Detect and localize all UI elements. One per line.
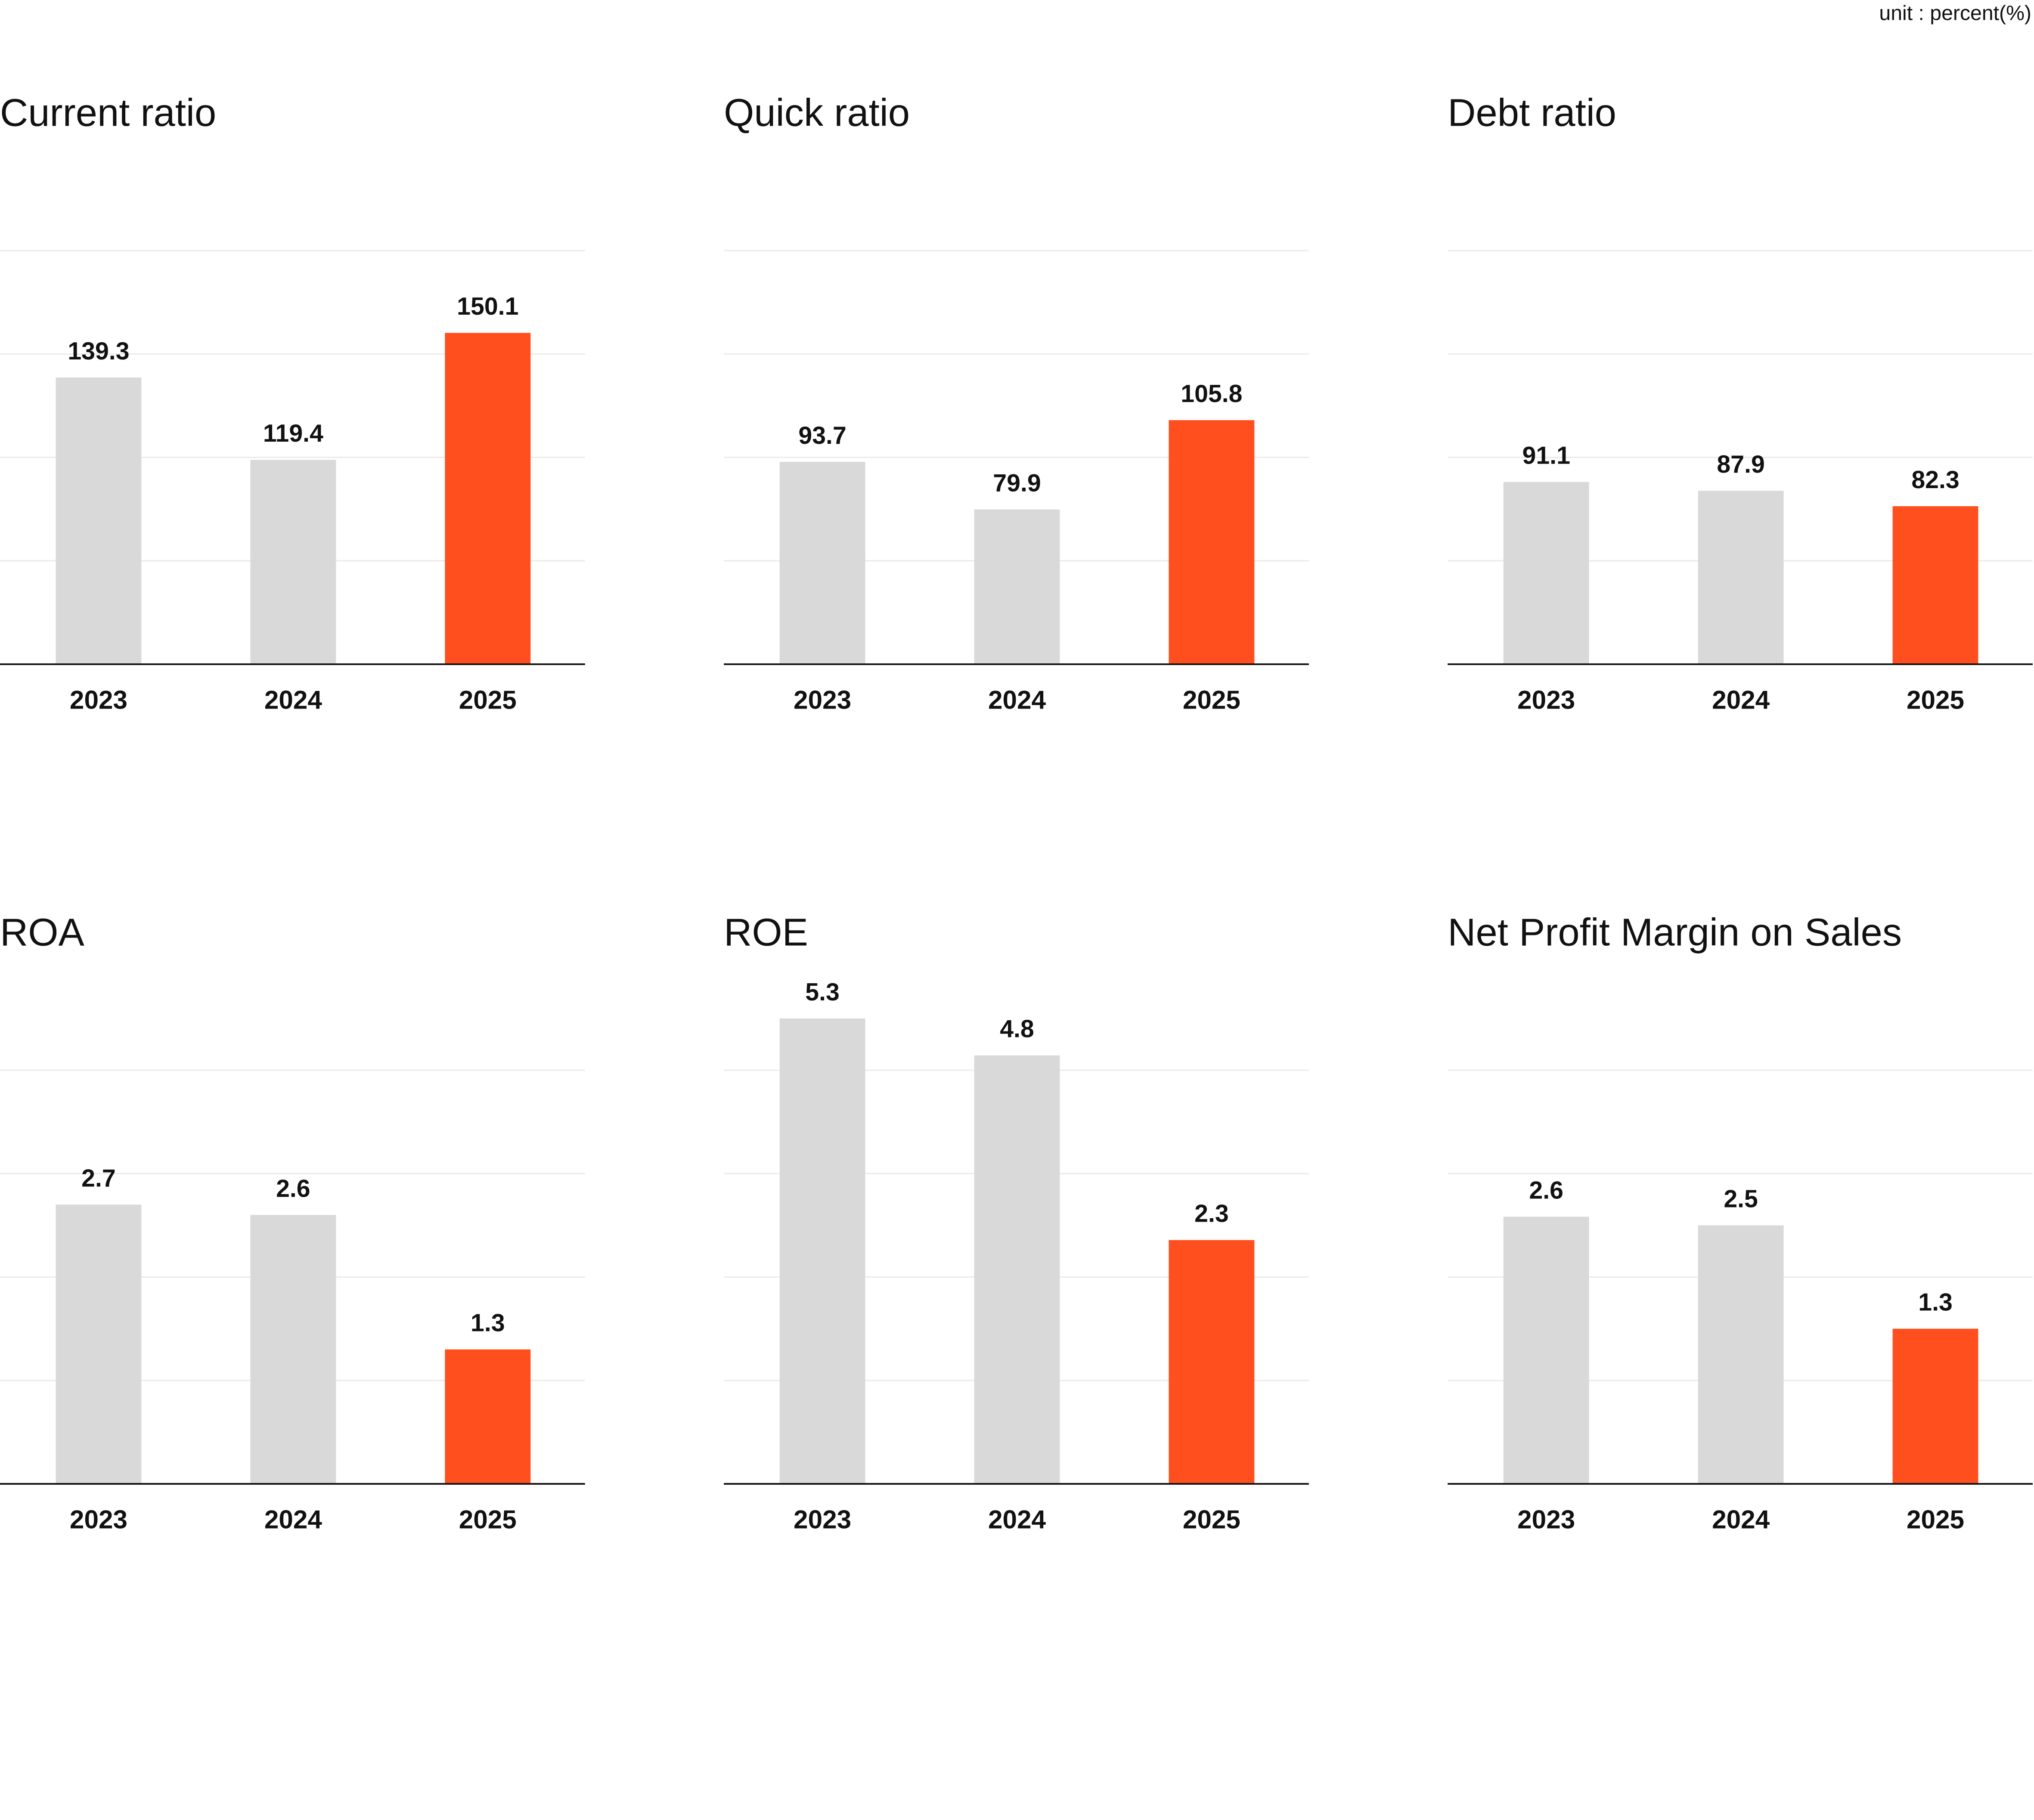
x-tick-label: 2024 <box>988 685 1046 714</box>
value-label: 4.8 <box>1000 1015 1034 1043</box>
bar <box>56 378 142 665</box>
x-tick-label: 2025 <box>459 1504 517 1534</box>
x-tick-label: 2023 <box>794 1504 851 1534</box>
x-tick-label: 2024 <box>988 1504 1046 1534</box>
value-label: 139.3 <box>68 337 129 365</box>
bar <box>1892 1328 1978 1484</box>
x-tick-label: 2024 <box>1712 1504 1770 1534</box>
bar <box>1698 1225 1784 1484</box>
x-tick-label: 2025 <box>1907 1504 1964 1534</box>
bar <box>1892 506 1978 665</box>
bar <box>779 1018 865 1484</box>
chart-panel: Debt ratio 91.1 2023 87.9 2024 82.3 2025 <box>1448 91 2033 714</box>
x-tick-label: 2025 <box>1907 685 1964 714</box>
value-label: 105.8 <box>1181 380 1242 408</box>
value-label: 5.3 <box>805 978 840 1006</box>
x-tick-label: 2023 <box>70 1504 127 1534</box>
bar <box>250 460 336 665</box>
bar <box>1503 482 1589 665</box>
value-label: 2.6 <box>276 1175 310 1202</box>
chart-title: Quick ratio <box>724 91 910 135</box>
bar <box>445 1349 531 1484</box>
x-tick-label: 2023 <box>794 685 851 714</box>
bar <box>56 1204 142 1484</box>
chart-panel: ROE 5.3 2023 4.8 2024 2.3 2025 <box>724 911 1309 1534</box>
chart-title: Current ratio <box>0 91 216 135</box>
x-tick-label: 2024 <box>264 1504 322 1534</box>
value-label: 2.3 <box>1194 1200 1229 1228</box>
value-label: 1.3 <box>1918 1289 1953 1316</box>
value-label: 82.3 <box>1911 466 1959 494</box>
bar <box>974 509 1060 665</box>
bar <box>445 333 531 665</box>
value-label: 2.5 <box>1724 1185 1758 1213</box>
chart-title: Debt ratio <box>1448 91 1616 135</box>
bar <box>1698 491 1784 665</box>
x-tick-label: 2025 <box>1183 1504 1240 1534</box>
chart-title: Net Profit Margin on Sales <box>1448 911 1902 954</box>
x-tick-label: 2025 <box>1183 685 1240 714</box>
value-label: 2.7 <box>81 1164 116 1192</box>
x-tick-label: 2023 <box>1517 1504 1575 1534</box>
value-label: 1.3 <box>471 1309 505 1337</box>
bar <box>974 1055 1060 1484</box>
bar <box>1503 1216 1589 1484</box>
bar <box>1169 420 1255 665</box>
chart-panel: Net Profit Margin on Sales 2.6 2023 2.5 2024… <box>1448 911 2033 1534</box>
value-label: 79.9 <box>993 469 1041 497</box>
value-label: 93.7 <box>798 422 846 449</box>
value-label: 119.4 <box>263 420 323 447</box>
x-tick-label: 2023 <box>70 685 127 714</box>
value-label: 91.1 <box>1522 442 1570 469</box>
bar <box>1169 1240 1255 1484</box>
chart-panel: Quick ratio 93.7 2023 79.9 2024 105.8 2025 <box>724 91 1309 714</box>
x-tick-label: 2025 <box>459 685 517 714</box>
chart-title: ROE <box>724 911 808 954</box>
value-label: 87.9 <box>1717 451 1764 478</box>
value-label: 2.6 <box>1529 1176 1563 1204</box>
x-tick-label: 2024 <box>264 685 322 714</box>
x-tick-label: 2024 <box>1712 685 1770 714</box>
value-label: 150.1 <box>457 293 518 320</box>
chart-panel: ROA 2.7 2023 2.6 2024 1.3 2025 <box>0 911 585 1534</box>
bar <box>250 1215 336 1484</box>
unit-note: unit : percent(%) <box>1879 1 2031 25</box>
bar <box>779 461 865 665</box>
x-tick-label: 2023 <box>1517 685 1575 714</box>
chart-title: ROA <box>0 911 85 954</box>
chart-panel: Current ratio 139.3 2023 119.4 2024 150.1 2025 <box>0 91 585 714</box>
